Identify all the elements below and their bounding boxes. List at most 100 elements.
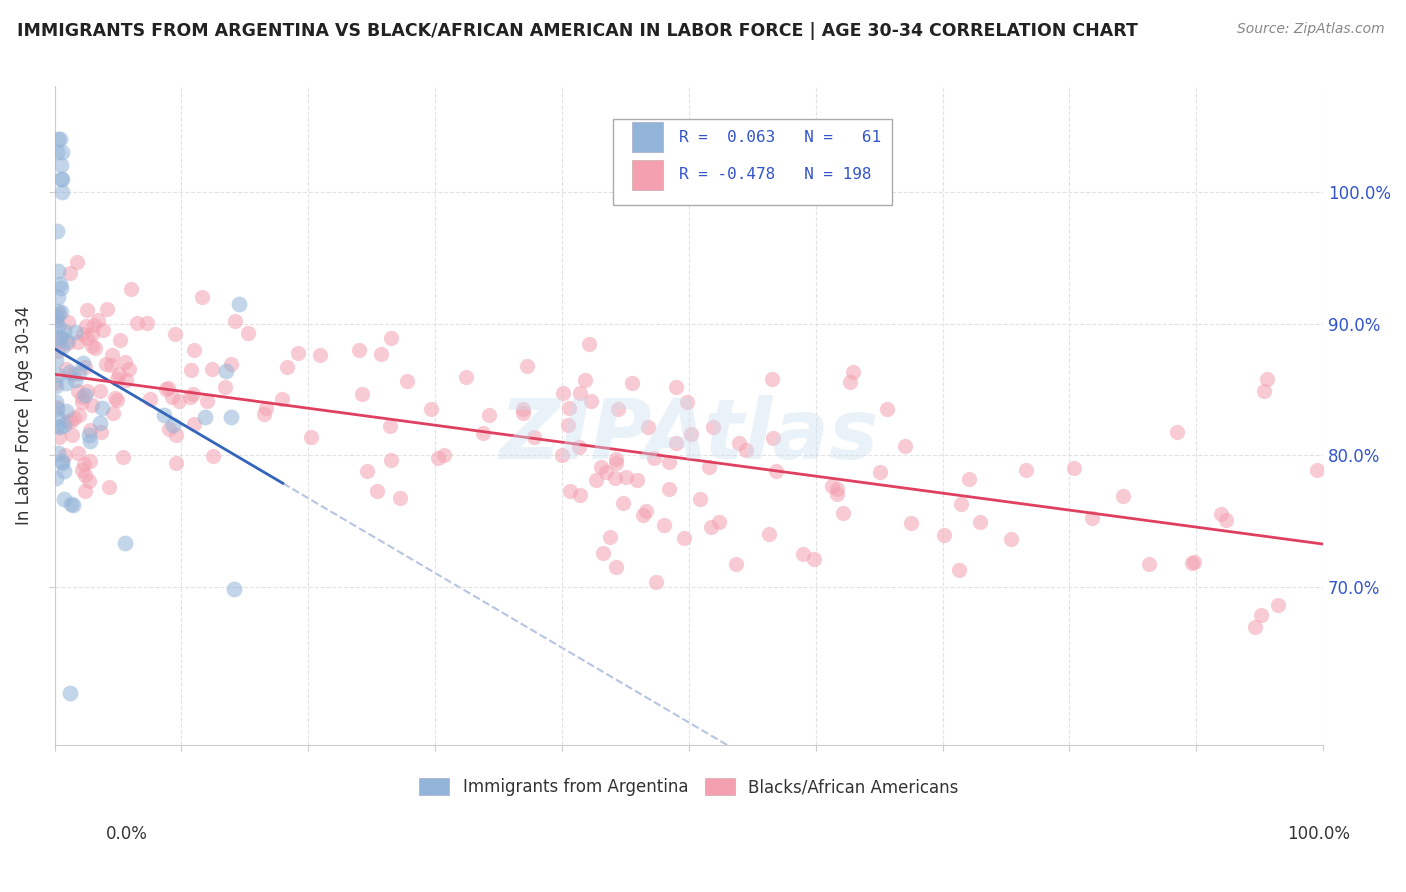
Point [180,363,202,377]
Point [91,323,114,337]
Point [616,470,638,484]
Point [59,413,82,427]
Point [53,448,76,462]
Point [120,282,142,296]
Point [309,349,332,363]
Point [658,482,681,496]
Point [51,185,73,199]
Point [52,417,75,432]
Point [45,471,67,485]
Point [45,418,67,433]
Point [56,315,79,329]
Point [932,527,955,541]
Point [79,423,101,437]
Point [59,365,82,379]
Point [658,455,681,469]
Point [676,395,699,409]
Point [839,376,862,390]
Point [605,560,627,574]
Point [589,459,612,474]
Point [46,411,69,425]
Point [253,407,276,421]
Point [665,436,688,450]
Point [73,468,96,483]
Point [558,401,581,416]
Point [44,376,66,391]
Point [51,171,73,186]
Point [1211,508,1233,522]
Point [183,417,205,431]
Point [72,356,94,370]
Point [352,387,374,401]
Point [79,454,101,468]
Point [79,434,101,449]
Point [224,314,246,328]
Point [114,355,136,369]
Point [157,381,180,395]
Point [101,406,124,420]
Point [803,552,825,566]
Point [76,303,98,318]
Point [219,410,242,425]
Point [645,575,668,590]
Point [60,497,83,511]
Point [46,290,69,304]
Point [97,480,120,494]
Point [82,398,104,412]
Point [162,417,184,432]
Point [1182,555,1205,569]
Point [1137,557,1160,571]
Point [832,506,855,520]
Text: ZIPAtlas: ZIPAtlas [499,395,879,476]
Point [1063,461,1085,475]
Point [108,334,131,348]
Point [969,515,991,529]
Point [1215,513,1237,527]
Point [66,334,89,349]
Point [48,307,70,321]
Point [378,419,401,434]
Point [254,401,277,416]
Point [76,331,98,345]
Point [67,409,90,423]
Point [762,431,785,445]
Point [112,450,135,465]
Point [792,548,814,562]
FancyBboxPatch shape [631,122,664,152]
Point [765,464,787,478]
Point [1267,598,1289,612]
Point [512,402,534,417]
Point [605,451,627,466]
Point [45,313,67,327]
Point [45,379,67,393]
Point [72,391,94,405]
Point [100,358,122,372]
Point [108,368,131,382]
Point [55,361,77,376]
Point [1181,556,1204,570]
Point [67,366,90,380]
Point [869,466,891,480]
Point [681,426,703,441]
Point [56,334,79,349]
Point [114,535,136,549]
Point [105,372,128,386]
Point [65,374,87,388]
Point [592,546,614,560]
Point [75,484,97,499]
Point [605,471,627,485]
Point [553,386,575,401]
Point [761,372,783,386]
Point [62,367,84,381]
Point [700,520,723,534]
Text: IMMIGRANTS FROM ARGENTINA VS BLACK/AFRICAN AMERICAN IN LABOR FORCE | AGE 30-34 C: IMMIGRANTS FROM ARGENTINA VS BLACK/AFRIC… [17,22,1137,40]
Point [697,460,720,475]
Point [46,334,69,349]
Point [45,401,67,416]
Point [59,266,82,280]
Point [76,384,98,398]
Point [516,359,538,374]
Point [72,326,94,341]
Point [49,328,72,343]
Point [179,390,201,404]
